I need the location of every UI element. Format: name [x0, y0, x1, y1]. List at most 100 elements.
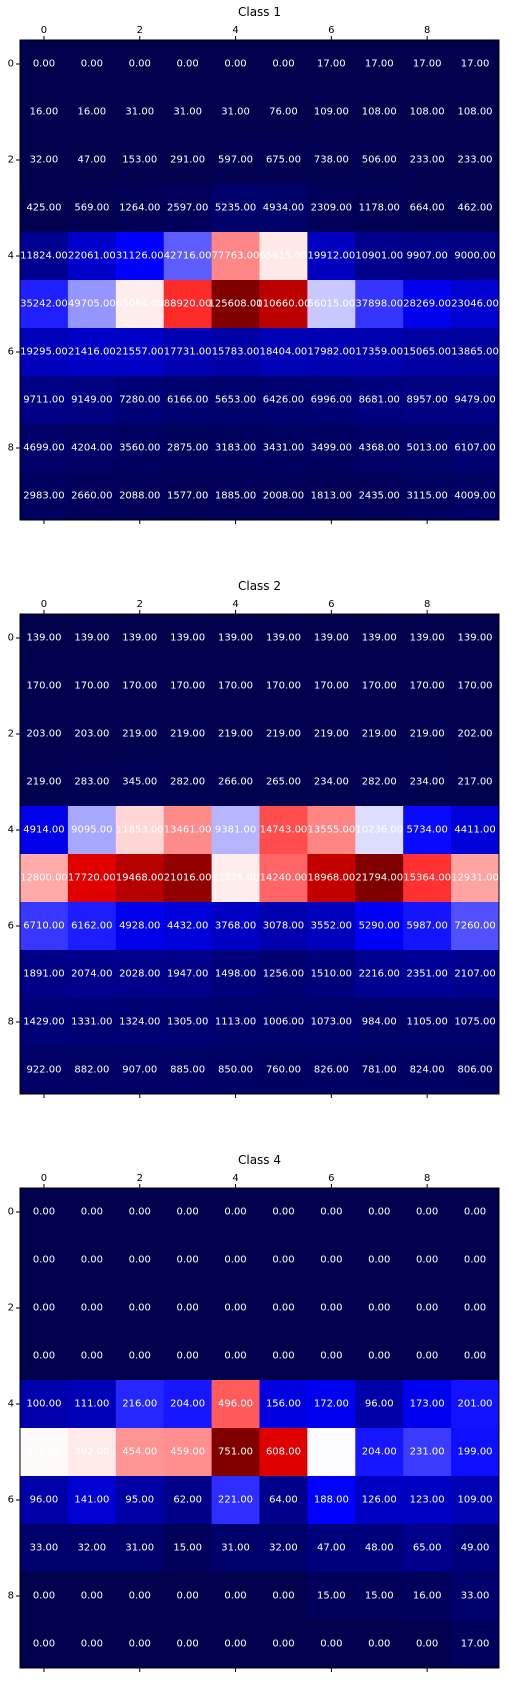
- heatmap-cell: [307, 614, 356, 663]
- heatmap-cell: [307, 136, 356, 185]
- cell-value-label: 141.00: [74, 1495, 109, 1506]
- cell-value-label: 15.00: [173, 1543, 202, 1554]
- heatmap-cell: [115, 950, 165, 999]
- heatmap-cell: [259, 806, 308, 855]
- heatmap-cell: [451, 758, 500, 807]
- cell-value-label: 188.00: [314, 1495, 349, 1506]
- heatmap-cell: [115, 376, 165, 425]
- heatmap-cell: [115, 1428, 165, 1477]
- heatmap-cell: [20, 758, 69, 807]
- cell-value-label: 32.00: [269, 1543, 298, 1554]
- cell-value-label: 17.00: [413, 59, 442, 70]
- heatmap-cell: [259, 1236, 308, 1285]
- cell-value-label: 139.00: [122, 633, 157, 644]
- y-tick-label: 6: [8, 1495, 14, 1506]
- heatmap-cell: [67, 1380, 117, 1429]
- heatmap-cell: [451, 424, 500, 473]
- y-tick-label: 4: [8, 825, 14, 836]
- heatmap-cell: [307, 806, 356, 855]
- cell-value-label: 5013.00: [406, 443, 447, 454]
- x-tick-label: 0: [41, 25, 47, 36]
- y-tick-label: 6: [8, 921, 14, 932]
- cell-value-label: 6166.00: [167, 395, 208, 406]
- cell-value-label: 18968.00: [307, 873, 355, 884]
- heatmap-cell: [211, 758, 260, 807]
- heatmap-cell: [67, 902, 117, 951]
- heatmap-cell: [307, 950, 356, 999]
- cell-value-label: 0.00: [177, 1255, 199, 1266]
- cell-value-label: 266.00: [218, 777, 253, 788]
- heatmap-cell: [211, 1046, 260, 1095]
- cell-value-label: 17982.00: [307, 347, 355, 358]
- heatmap-cell: [355, 88, 404, 137]
- x-tick-label: 8: [424, 599, 430, 610]
- heatmap-cell: [211, 376, 260, 425]
- heatmap-cell: [403, 1332, 452, 1381]
- heatmap-cell: [20, 902, 69, 951]
- cell-value-label: 33.00: [30, 1543, 59, 1554]
- cell-value-label: 922.00: [26, 1065, 61, 1076]
- heatmap-cell: [307, 1380, 356, 1429]
- heatmap-cell: [259, 88, 308, 137]
- cell-value-label: 291.00: [170, 155, 205, 166]
- heatmap-cell: [403, 88, 452, 137]
- cell-value-label: 1305.00: [167, 1017, 208, 1028]
- cell-value-label: 170.00: [170, 681, 205, 692]
- cell-value-label: 126.00: [362, 1495, 397, 1506]
- cell-value-label: 2309.00: [311, 203, 352, 214]
- heatmap-cell: [20, 1236, 69, 1285]
- cell-value-label: 0.00: [272, 1639, 294, 1650]
- heatmap-cell: [67, 614, 117, 663]
- cell-value-label: 111.00: [74, 1399, 109, 1410]
- heatmap-cell: [307, 1046, 356, 1095]
- cell-value-label: 760.00: [266, 1065, 301, 1076]
- cell-value-label: 21016.00: [164, 873, 212, 884]
- heatmap-cell: [403, 1046, 452, 1095]
- heatmap-cell: [115, 662, 165, 711]
- cell-value-label: 5987.00: [406, 921, 447, 932]
- heatmap-cell: [115, 424, 165, 473]
- cell-value-label: 9000.00: [454, 251, 495, 262]
- heatmap-cell: [211, 998, 260, 1047]
- heatmap-cell: [451, 40, 500, 89]
- cell-value-label: 125608.00: [209, 299, 263, 310]
- cell-value-label: 0.00: [33, 1207, 55, 1218]
- cell-value-label: 11375.00: [212, 873, 260, 884]
- cell-value-label: 139.00: [266, 633, 301, 644]
- chart-title: Class 1: [238, 5, 281, 19]
- x-tick-label: 2: [137, 25, 143, 36]
- cell-value-label: 0.00: [224, 1351, 246, 1362]
- heatmap-cell: [307, 1236, 356, 1285]
- cell-value-label: 96.00: [30, 1495, 59, 1506]
- heatmap-cell: [163, 1236, 212, 1285]
- heatmap-cell: [259, 1524, 308, 1573]
- heatmap-cell: [67, 376, 117, 425]
- y-tick-label: 8: [8, 1017, 14, 1028]
- heatmap-cell: [355, 854, 404, 903]
- cell-value-label: 64.00: [269, 1495, 298, 1506]
- cell-value-label: 0.00: [177, 59, 199, 70]
- cell-value-label: 17.00: [317, 59, 346, 70]
- cell-value-label: 31.00: [125, 107, 154, 118]
- cell-value-label: 173.00: [410, 1399, 445, 1410]
- heatmap-cell: [67, 662, 117, 711]
- cell-value-label: 0.00: [368, 1255, 390, 1266]
- heatmap-cell: [307, 902, 356, 951]
- cell-value-label: 781.00: [362, 1065, 397, 1076]
- heatmap-cell: [211, 1188, 260, 1237]
- cell-value-label: 283.00: [74, 777, 109, 788]
- cell-value-label: 31.00: [221, 1543, 250, 1554]
- cell-value-label: 170.00: [266, 681, 301, 692]
- heatmap-cell: [163, 998, 212, 1047]
- cell-value-label: 4368.00: [359, 443, 400, 454]
- x-tick-label: 8: [424, 1173, 430, 1184]
- cell-value-label: 35242.00: [20, 299, 68, 310]
- cell-value-label: 0.00: [81, 1591, 103, 1602]
- cell-value-label: 1510.00: [311, 969, 352, 980]
- cell-value-label: 4204.00: [71, 443, 112, 454]
- cell-value-label: 1577.00: [167, 491, 208, 502]
- cell-value-label: 47.00: [317, 1543, 346, 1554]
- heatmap-cell: [451, 710, 500, 759]
- cell-value-label: 9381.00: [215, 825, 256, 836]
- heatmap-cell: [67, 710, 117, 759]
